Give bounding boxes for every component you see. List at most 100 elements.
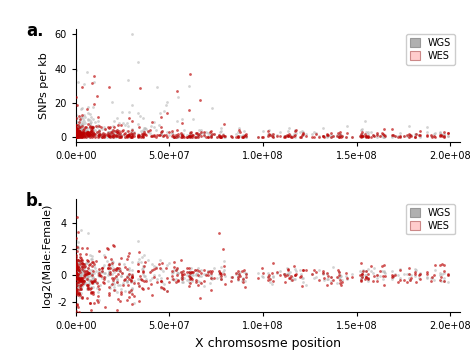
Point <box>185 272 193 278</box>
Point <box>72 132 80 138</box>
Point <box>90 291 97 297</box>
Point <box>236 129 244 135</box>
Point <box>88 281 96 286</box>
Point <box>369 132 377 138</box>
Point <box>74 134 82 140</box>
Point <box>95 270 102 276</box>
Point <box>84 265 91 270</box>
Point <box>179 132 186 138</box>
Point <box>85 126 92 131</box>
Point <box>81 274 88 280</box>
Point <box>333 274 341 280</box>
Point <box>86 277 94 283</box>
Point <box>207 273 215 278</box>
Point <box>216 274 224 280</box>
Point <box>89 258 96 264</box>
Point <box>265 131 273 137</box>
Point <box>401 134 408 139</box>
Point <box>141 259 149 265</box>
Point <box>364 266 372 272</box>
Point <box>72 283 80 289</box>
Point <box>207 275 214 281</box>
Point <box>358 131 365 137</box>
Point <box>78 260 86 266</box>
Point <box>75 129 82 134</box>
Point <box>338 132 346 138</box>
Point <box>264 277 272 283</box>
Point <box>81 270 89 276</box>
Point <box>113 134 120 139</box>
Point <box>391 133 399 139</box>
Point <box>110 134 118 140</box>
Point <box>191 134 199 140</box>
Point <box>240 129 247 134</box>
Point <box>113 265 121 271</box>
Point <box>85 132 92 138</box>
Point <box>157 266 164 272</box>
Point <box>269 261 277 266</box>
Point <box>157 285 165 291</box>
Point <box>148 261 156 267</box>
Point <box>192 272 200 278</box>
Point <box>188 132 196 138</box>
Point <box>173 134 180 140</box>
Point <box>160 133 167 139</box>
Point <box>92 134 100 139</box>
Point <box>155 122 163 128</box>
Point <box>292 271 300 277</box>
Point <box>192 131 200 137</box>
Point <box>73 125 81 130</box>
Point <box>188 132 196 138</box>
Point <box>72 270 80 276</box>
Point <box>72 134 80 139</box>
Point <box>72 281 80 287</box>
Point <box>135 298 143 304</box>
Point <box>276 268 284 273</box>
Point <box>172 277 180 282</box>
Point <box>84 132 91 138</box>
Point <box>357 272 365 278</box>
Point <box>91 278 98 284</box>
Point <box>129 131 137 136</box>
Point <box>242 133 249 139</box>
Point <box>90 73 98 79</box>
Point <box>124 272 132 278</box>
Point <box>170 259 178 265</box>
Point <box>72 308 80 314</box>
Point <box>75 132 83 138</box>
Point <box>220 134 228 140</box>
Point <box>78 275 86 281</box>
Point <box>124 274 131 280</box>
Point <box>75 130 83 135</box>
Point <box>74 131 82 137</box>
Point <box>96 272 104 277</box>
Point <box>75 128 83 134</box>
Point <box>103 134 110 140</box>
Point <box>74 267 82 273</box>
Point <box>130 133 137 139</box>
Point <box>128 274 136 280</box>
Point <box>216 134 224 139</box>
Point <box>390 132 397 138</box>
Point <box>79 261 87 267</box>
Point <box>127 134 135 139</box>
Point <box>235 268 242 274</box>
Point <box>216 134 223 140</box>
Point <box>381 132 389 138</box>
Point <box>337 134 345 140</box>
Point <box>105 125 113 131</box>
Point <box>440 131 448 137</box>
Point <box>91 127 99 133</box>
Point <box>195 268 202 274</box>
Point <box>85 262 92 268</box>
Point <box>78 130 86 136</box>
Point <box>163 130 171 135</box>
Point <box>115 265 123 271</box>
Point <box>84 269 91 275</box>
Point <box>77 123 84 129</box>
Point <box>144 257 152 262</box>
Point <box>179 134 186 140</box>
Point <box>215 272 223 277</box>
Point <box>90 274 97 280</box>
Point <box>265 274 273 280</box>
